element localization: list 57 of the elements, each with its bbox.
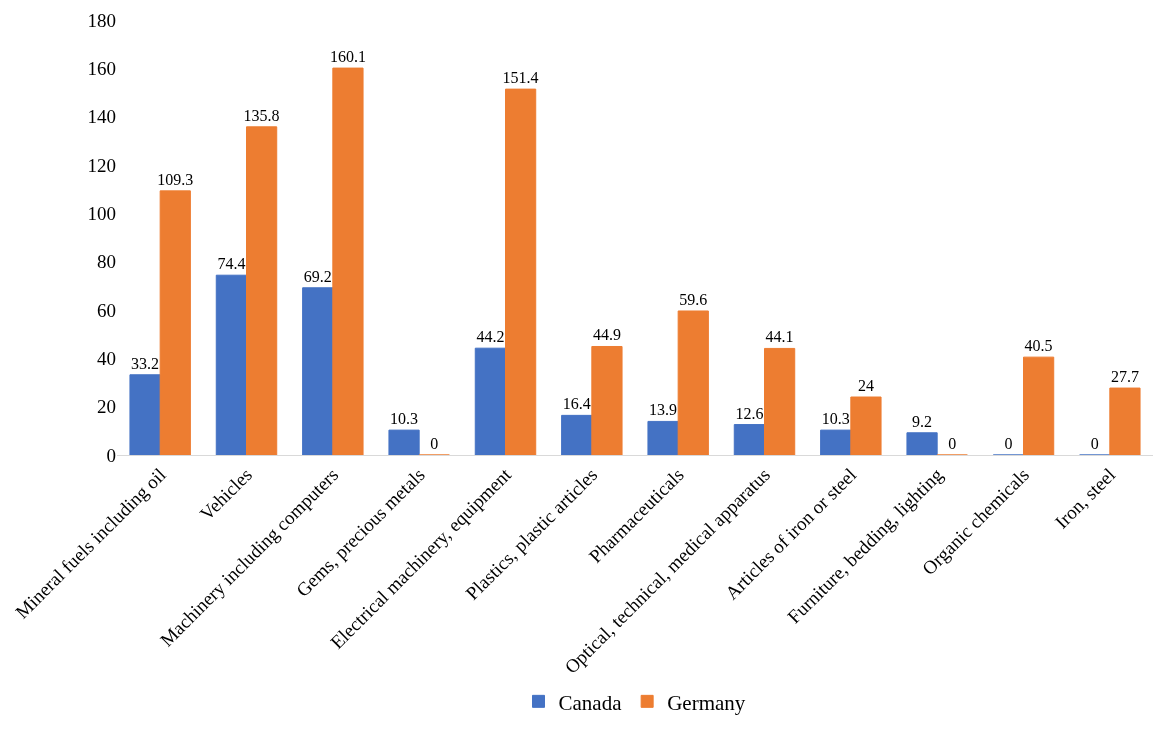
y-tick-label: 140 — [87, 106, 116, 128]
bar — [820, 429, 852, 455]
data-label: 9.2 — [912, 412, 933, 430]
y-tick-label: 20 — [97, 396, 116, 418]
data-label: 44.9 — [592, 326, 621, 344]
legend-label: Canada — [558, 690, 623, 715]
bar — [332, 67, 364, 455]
y-tick-label: 0 — [106, 444, 116, 466]
data-label: 16.4 — [562, 395, 591, 413]
data-label: 109.3 — [157, 170, 194, 188]
x-tick-label: Iron, steel — [1050, 464, 1120, 533]
bar — [505, 88, 537, 455]
y-tick-label: 80 — [97, 251, 116, 273]
data-label: 74.4 — [217, 255, 246, 273]
data-label: 24 — [857, 377, 874, 394]
y-tick-label: 40 — [97, 347, 116, 369]
bar — [302, 287, 334, 455]
y-tick-label: 60 — [97, 299, 116, 321]
data-label: 0 — [430, 435, 439, 452]
bar — [1109, 387, 1141, 455]
bar — [764, 347, 796, 455]
data-label: 44.2 — [476, 328, 505, 346]
data-label: 12.6 — [735, 404, 764, 422]
y-tick-label: 160 — [87, 57, 116, 79]
data-label: 10.3 — [390, 410, 419, 428]
bar — [647, 420, 679, 455]
data-label: 151.4 — [502, 69, 539, 87]
bar — [388, 429, 420, 455]
bar — [677, 310, 709, 455]
bar — [591, 345, 623, 455]
y-tick-label: 180 — [87, 9, 116, 31]
bar — [1023, 356, 1055, 455]
data-label: 69.2 — [303, 267, 332, 285]
bar — [561, 414, 593, 455]
data-label: 135.8 — [243, 106, 280, 124]
y-tick-label: 100 — [87, 202, 116, 224]
y-tick-label: 120 — [87, 154, 116, 176]
data-label: 44.1 — [765, 328, 794, 346]
data-label: 0 — [948, 435, 957, 452]
data-label: 40.5 — [1024, 337, 1053, 355]
bar — [246, 126, 278, 455]
bar — [129, 374, 161, 455]
data-label: 27.7 — [1110, 368, 1139, 386]
data-label: 0 — [1090, 435, 1099, 452]
bar — [733, 424, 765, 455]
data-label: 0 — [1004, 435, 1013, 452]
data-label: 160.1 — [329, 48, 366, 66]
data-label: 10.3 — [821, 410, 850, 428]
bar — [906, 432, 938, 455]
bar — [474, 347, 506, 455]
bar — [159, 190, 191, 455]
bar — [215, 274, 247, 455]
data-label: 59.6 — [679, 290, 708, 308]
legend-label: Germany — [667, 690, 746, 715]
data-label: 13.9 — [649, 401, 678, 419]
data-label: 33.2 — [131, 354, 160, 372]
bar — [850, 396, 882, 455]
